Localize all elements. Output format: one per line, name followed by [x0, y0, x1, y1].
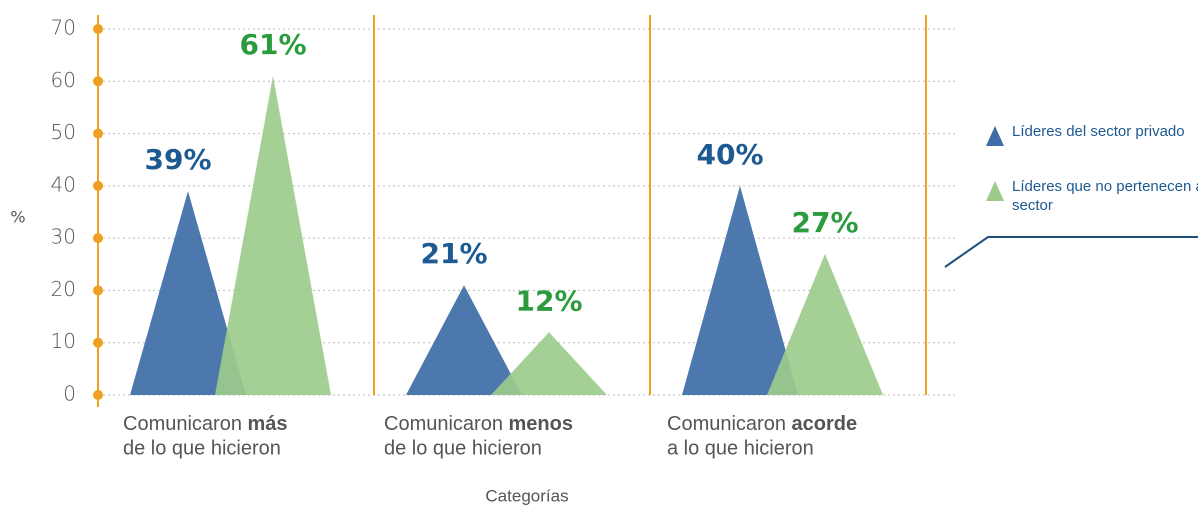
value-label: 27%	[791, 206, 858, 239]
y-tick-label: 60	[51, 68, 76, 92]
legend-marker	[986, 181, 1004, 201]
y-axis-label: %	[10, 208, 25, 227]
legend-label: Líderes que no pertenecen al sector	[1012, 178, 1198, 214]
triangle-bar	[406, 285, 522, 395]
y-tick-label: 50	[51, 120, 76, 144]
y-tick-dot	[93, 76, 103, 87]
x-tick-label: Comunicaron más	[123, 413, 288, 435]
x-tick-label-part: Comunicaron	[667, 413, 786, 435]
x-tick-label-emphasis: acorde	[792, 413, 858, 435]
value-label: 21%	[420, 237, 487, 270]
y-tick-dot	[93, 24, 103, 34]
y-tick-label: 30	[51, 225, 76, 249]
legend-label: Líderes del sector privado	[1012, 123, 1185, 140]
value-label: 40%	[696, 138, 763, 171]
triangle-bar	[215, 76, 331, 396]
x-tick-label-emphasis: menos	[509, 413, 573, 435]
decor-line	[944, 236, 1198, 268]
triangle-bar	[767, 253, 883, 395]
y-tick-label: 0	[63, 382, 76, 406]
y-tick-dot	[93, 337, 103, 348]
x-tick-label: de lo que hicieron	[123, 437, 281, 459]
x-tick-label: Comunicaron menos	[384, 413, 573, 435]
y-tick-dot	[93, 180, 103, 191]
y-tick-dot	[93, 233, 103, 244]
y-tick-dot	[93, 128, 103, 139]
y-tick-label: 40	[51, 172, 76, 196]
x-tick-label: de lo que hicieron	[384, 437, 542, 459]
triangle-bar	[491, 332, 607, 395]
triangle-bar	[130, 191, 246, 395]
triangle-bar	[682, 185, 798, 395]
x-tick-label-part: Comunicaron	[123, 413, 242, 435]
legend-marker	[986, 126, 1004, 146]
value-label: 12%	[515, 284, 582, 317]
y-tick-label: 20	[51, 277, 76, 301]
value-label: 39%	[144, 143, 211, 176]
y-tick-dot	[93, 285, 103, 296]
x-tick-label-emphasis: más	[248, 413, 288, 435]
x-tick-label-part: Comunicaron	[384, 413, 503, 435]
y-tick-label: 70	[51, 16, 76, 40]
y-tick-label: 10	[51, 329, 76, 353]
value-label: 61%	[239, 28, 306, 61]
x-axis-label: Categorías	[485, 486, 568, 505]
y-tick-dot	[93, 390, 103, 400]
x-tick-label: a lo que hicieron	[667, 437, 814, 459]
x-tick-label: Comunicaron acorde	[667, 413, 857, 435]
